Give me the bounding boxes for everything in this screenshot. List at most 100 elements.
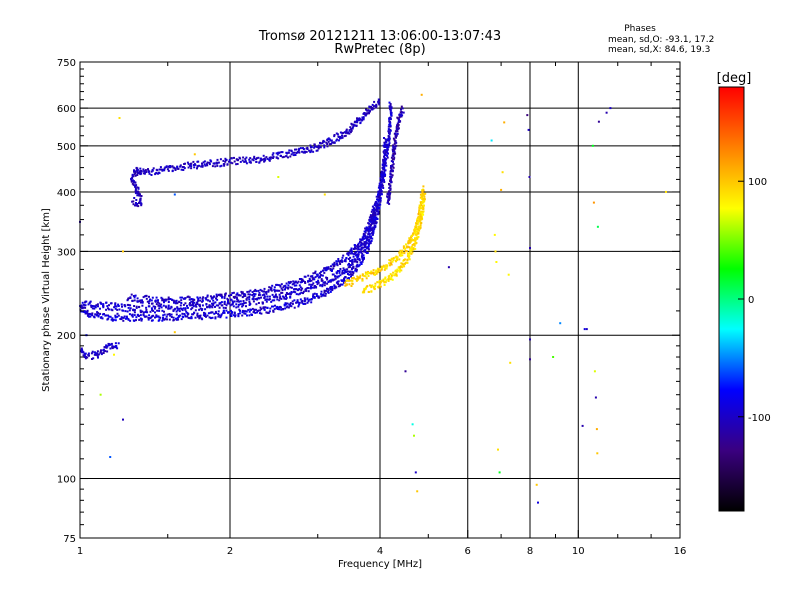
data-point [331,269,333,272]
data-point [230,157,233,160]
data-point [194,309,197,312]
data-point [187,316,190,319]
data-point [284,284,287,287]
data-point [264,291,267,294]
data-point [417,235,420,238]
data-point [122,309,125,312]
data-point [287,306,290,309]
data-point [378,206,381,209]
data-point [96,353,99,356]
data-point [197,299,200,302]
data-point [423,200,426,203]
data-point [168,318,171,321]
data-point [423,195,426,198]
data-point [289,304,292,307]
data-point [178,310,181,313]
data-point [345,270,348,273]
data-point [419,215,422,218]
data-point [186,315,189,318]
data-point [220,314,223,317]
data-point [87,313,90,316]
data-point [317,276,320,279]
data-point [411,235,413,238]
data-point [232,296,235,298]
data-point [343,135,346,138]
data-point [391,165,394,168]
data-point [190,315,193,318]
data-point [291,302,294,305]
data-point [311,283,314,286]
data-point [189,317,192,320]
data-point [304,275,307,278]
data-point [347,131,350,134]
data-point [154,311,156,314]
data-point [195,301,198,304]
data-point [277,151,280,154]
data-point [211,165,214,168]
data-point [370,270,373,273]
data-point [155,314,158,317]
data-point [273,308,276,311]
data-point [389,177,392,180]
data-point [363,237,366,240]
data-point [344,134,347,137]
data-point [386,265,389,268]
x-tick-label: 16 [674,546,687,557]
data-point [224,292,227,295]
data-point [299,298,302,301]
data-point [91,350,94,353]
data-point [206,295,209,298]
data-point [122,250,124,253]
data-point [188,303,191,306]
data-point [500,188,503,191]
data-point [299,292,301,295]
data-point [175,310,178,313]
data-point [310,149,313,152]
data-point [399,249,402,252]
data-point [236,163,239,165]
data-point [399,254,402,257]
data-point [321,283,324,286]
data-point [132,309,135,312]
data-point [413,243,416,245]
data-point [112,318,115,321]
data-point [148,300,151,303]
data-point [388,277,390,280]
data-point [358,118,361,121]
data-point [359,121,362,124]
data-point [238,294,241,297]
data-point [208,161,211,164]
data-point [388,120,391,123]
data-point [217,315,220,318]
data-point [321,285,324,288]
data-point [97,314,100,317]
data-point [276,153,279,156]
data-point [370,272,373,275]
data-point [115,345,118,348]
data-point [275,152,278,155]
data-point [342,131,345,134]
data-point [262,154,265,157]
data-point [290,150,293,153]
data-point [419,218,422,220]
data-point [333,285,336,288]
data-point [398,120,401,123]
data-point [182,303,185,306]
data-point [347,266,350,269]
data-point [418,215,421,218]
data-point [80,347,83,350]
data-point [327,289,330,292]
data-point [361,273,364,276]
data-point [145,308,148,311]
data-point [377,193,379,196]
data-point [196,315,199,318]
data-point [417,228,420,231]
data-point [372,213,375,216]
data-point [105,314,108,317]
data-point [222,159,225,162]
data-point [581,424,584,427]
data-point [131,299,134,302]
data-point [129,319,132,322]
data-point [198,308,201,311]
data-point [350,275,352,278]
